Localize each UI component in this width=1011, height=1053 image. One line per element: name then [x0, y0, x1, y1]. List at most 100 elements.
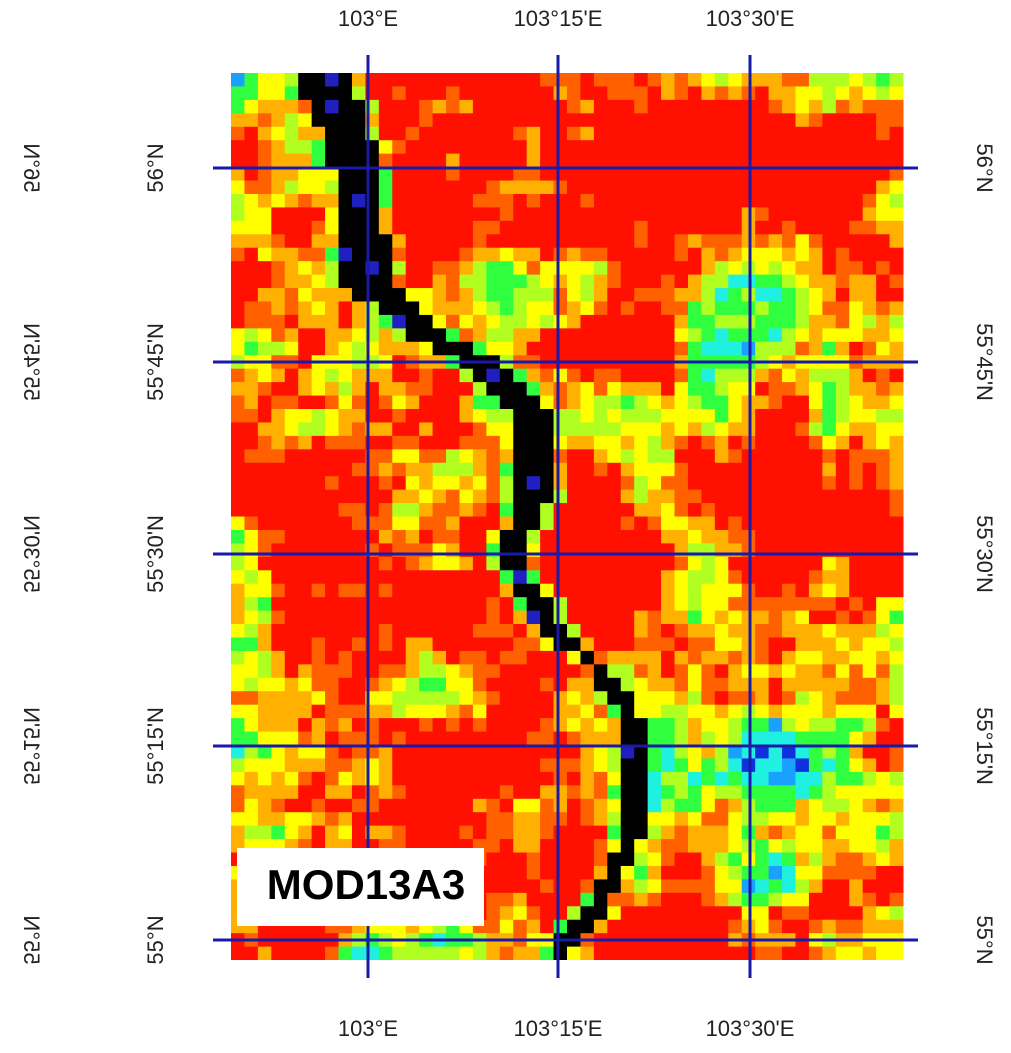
pixel: [836, 691, 850, 705]
pixel: [473, 570, 487, 584]
pixel: [849, 637, 863, 651]
pixel: [379, 100, 393, 114]
pixel: [769, 705, 783, 719]
pixel: [890, 463, 904, 477]
pixel: [513, 584, 527, 598]
pixel: [513, 476, 527, 490]
pixel: [822, 181, 836, 195]
pixel: [446, 127, 460, 141]
pixel: [769, 436, 783, 450]
pixel: [876, 100, 890, 114]
pixel: [594, 785, 608, 799]
pixel: [607, 839, 621, 853]
pixel: [621, 772, 635, 786]
pixel: [527, 705, 541, 719]
pixel: [567, 517, 581, 531]
pixel: [580, 799, 594, 813]
pixel: [567, 315, 581, 329]
pixel: [822, 476, 836, 490]
pixel: [567, 503, 581, 517]
pixel: [795, 853, 809, 867]
pixel: [849, 570, 863, 584]
pixel: [795, 839, 809, 853]
pixel: [890, 288, 904, 302]
pixel: [755, 275, 769, 289]
pixel: [607, 234, 621, 248]
pixel: [607, 879, 621, 893]
pixel: [863, 624, 877, 638]
pixel: [406, 651, 420, 665]
pixel: [755, 611, 769, 625]
latitude-label: 55°N: [972, 915, 997, 964]
pixel: [312, 557, 326, 571]
pixel: [406, 181, 420, 195]
pixel: [863, 597, 877, 611]
pixel: [634, 275, 648, 289]
pixel: [863, 785, 877, 799]
pixel: [648, 812, 662, 826]
pixel: [231, 557, 245, 571]
pixel: [809, 785, 823, 799]
pixel: [406, 503, 420, 517]
pixel: [688, 597, 702, 611]
pixel: [701, 261, 715, 275]
pixel: [459, 664, 473, 678]
pixel: [648, 301, 662, 315]
pixel: [675, 651, 689, 665]
pixel: [863, 826, 877, 840]
pixel: [433, 422, 447, 436]
pixel: [554, 799, 568, 813]
pixel: [339, 732, 353, 746]
pixel: [513, 826, 527, 840]
pixel: [809, 328, 823, 342]
pixel: [554, 261, 568, 275]
pixel: [715, 611, 729, 625]
pixel: [621, 476, 635, 490]
pixel: [822, 396, 836, 410]
pixel: [876, 409, 890, 423]
pixel: [352, 221, 366, 235]
pixel: [527, 866, 541, 880]
pixel: [607, 207, 621, 221]
pixel: [500, 463, 514, 477]
pixel: [312, 584, 326, 598]
pixel: [701, 73, 715, 87]
pixel: [648, 315, 662, 329]
pixel: [876, 234, 890, 248]
pixel: [500, 86, 514, 100]
pixel: [580, 100, 594, 114]
pixel: [863, 369, 877, 383]
pixel: [554, 73, 568, 87]
pixel: [890, 422, 904, 436]
pixel: [580, 315, 594, 329]
pixel: [594, 100, 608, 114]
pixel: [822, 947, 836, 960]
pixel: [567, 772, 581, 786]
pixel: [500, 517, 514, 531]
pixel: [258, 691, 272, 705]
pixel: [419, 207, 433, 221]
pixel: [406, 436, 420, 450]
pixel: [527, 127, 541, 141]
pixel: [527, 530, 541, 544]
pixel: [473, 530, 487, 544]
pixel: [459, 503, 473, 517]
pixel: [312, 342, 326, 356]
pixel: [701, 328, 715, 342]
pixel: [849, 758, 863, 772]
pixel: [580, 826, 594, 840]
pixel: [755, 315, 769, 329]
pixel: [661, 396, 675, 410]
pixel: [580, 328, 594, 342]
pixel: [554, 785, 568, 799]
pixel: [325, 315, 339, 329]
pixel: [379, 288, 393, 302]
pixel: [379, 207, 393, 221]
pixel: [298, 624, 312, 638]
pixel: [661, 328, 675, 342]
pixel: [607, 463, 621, 477]
pixel: [675, 181, 689, 195]
pixel: [285, 409, 299, 423]
pixel: [554, 584, 568, 598]
pixel: [554, 611, 568, 625]
